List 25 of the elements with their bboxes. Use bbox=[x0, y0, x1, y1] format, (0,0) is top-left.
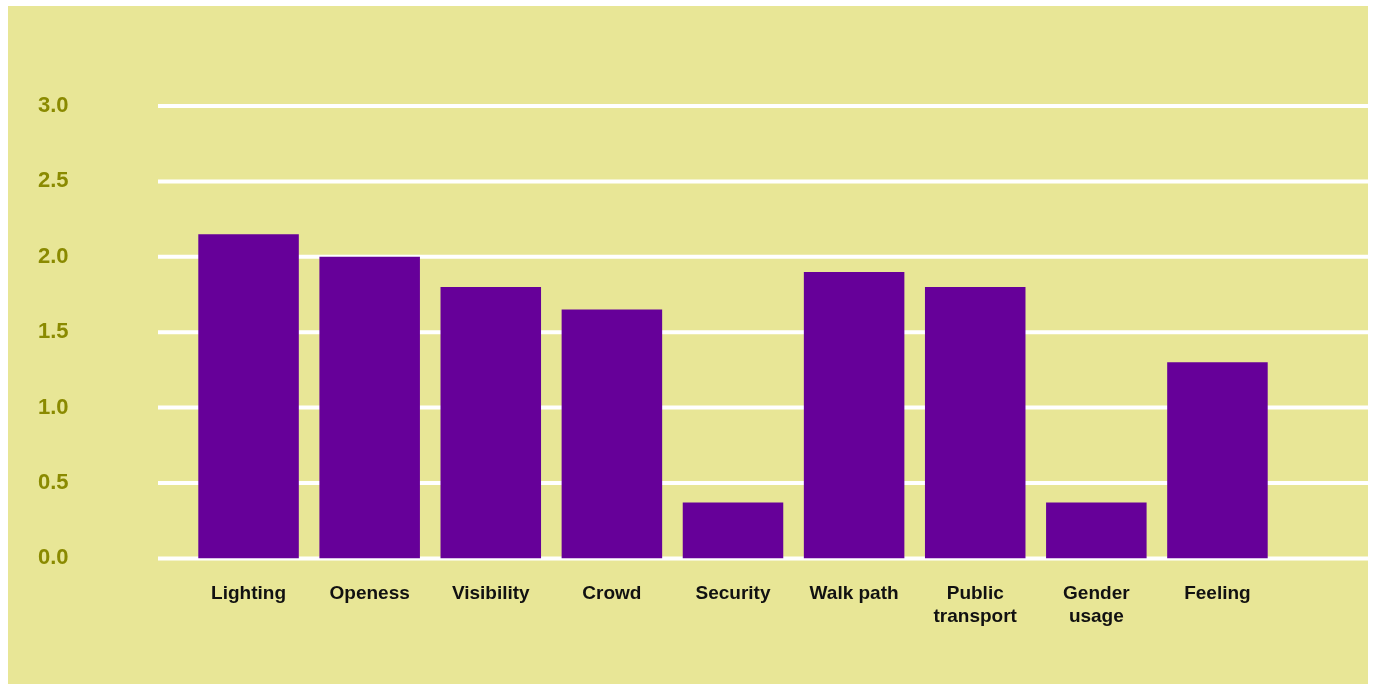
bar bbox=[440, 286, 542, 559]
bar bbox=[319, 256, 420, 559]
x-tick-label: Feeling bbox=[1184, 582, 1251, 604]
bar bbox=[198, 234, 299, 559]
x-tick-label: Security bbox=[695, 582, 771, 604]
y-tick-label: 1.5 bbox=[38, 318, 69, 344]
x-tick-label: Lighting bbox=[211, 582, 287, 604]
x-tick-label: Walk path bbox=[809, 582, 899, 604]
y-tick-label: 2.0 bbox=[38, 242, 69, 268]
x-tick-label: Openess bbox=[329, 582, 410, 604]
bar bbox=[682, 502, 784, 559]
y-tick-label: 2.5 bbox=[38, 167, 69, 193]
bar bbox=[561, 309, 663, 559]
y-tick-label: 1.0 bbox=[38, 393, 69, 419]
bar bbox=[1046, 502, 1147, 559]
x-tick-label: Public transport bbox=[933, 582, 1018, 626]
bar bbox=[1167, 362, 1268, 559]
x-tick-label: Gender usage bbox=[1063, 582, 1131, 626]
y-tick-label: 0.0 bbox=[38, 544, 69, 570]
y-tick-label: 3.0 bbox=[38, 92, 69, 118]
bar bbox=[803, 271, 905, 559]
y-tick-label: 0.5 bbox=[38, 469, 69, 495]
bar bbox=[924, 286, 1026, 559]
x-tick-label: Visibility bbox=[451, 582, 531, 604]
x-tick-label: Crowd bbox=[582, 582, 642, 604]
